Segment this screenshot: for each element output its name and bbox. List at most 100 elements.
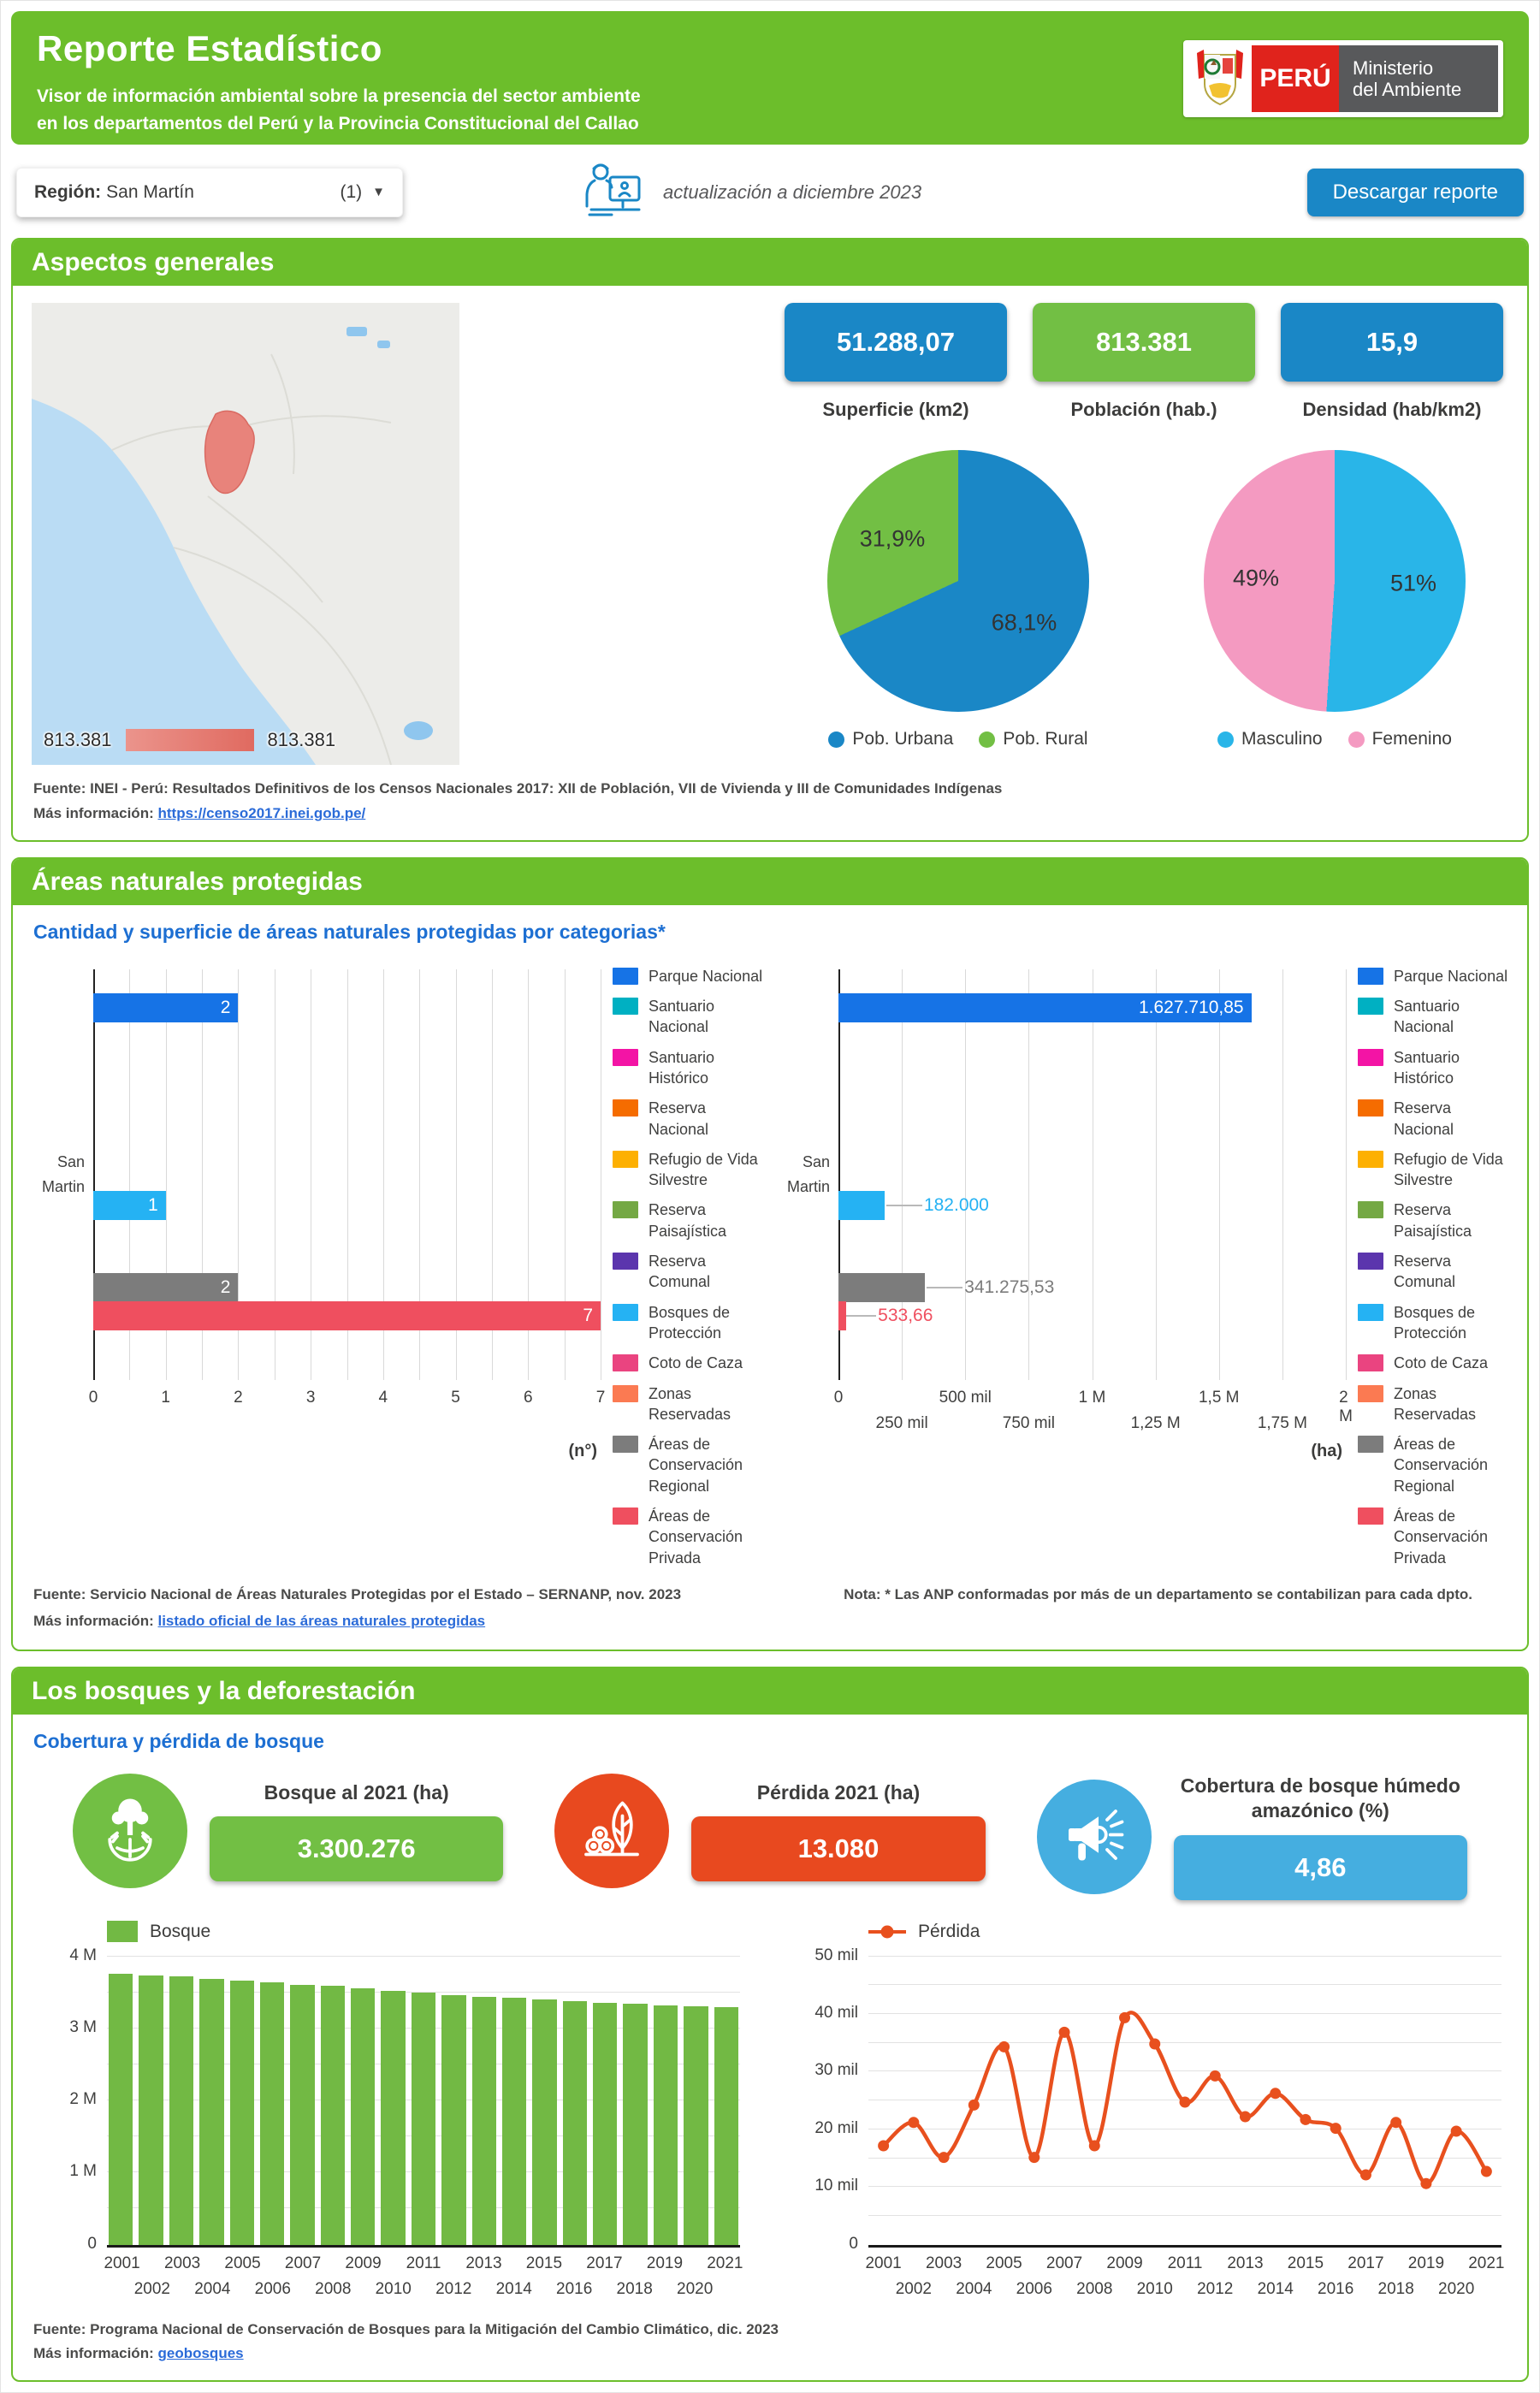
forest-card-title: Bosque al 2021 (ha) bbox=[264, 1780, 449, 1804]
legend-label: Santuario Histórico bbox=[649, 1048, 715, 1087]
peru-map[interactable]: 813.381 813.381 bbox=[32, 303, 459, 766]
legend-label: Reserva Comunal bbox=[1394, 1253, 1456, 1291]
legend-swatch bbox=[613, 1507, 638, 1525]
legend-item: Santuario Nacional bbox=[1358, 996, 1515, 1038]
legend-swatch bbox=[1358, 1384, 1383, 1402]
legend-item: Santuario Histórico bbox=[1358, 1047, 1515, 1089]
gridline bbox=[528, 968, 530, 1380]
x-axis: 0 250 mil 500 mil 750 mil 1 M 1,25 M 1,5 M 1,75… bbox=[834, 1389, 1353, 1442]
tick-label: 2007 bbox=[1045, 2254, 1083, 2272]
tick-label: 2015 bbox=[1287, 2254, 1324, 2272]
gridline bbox=[129, 968, 131, 1380]
legend-label: Pob. Urbana bbox=[852, 729, 954, 749]
aspectos-source: Fuente: INEI - Perú: Resultados Definiti… bbox=[13, 768, 1527, 840]
chart-legend: Parque Nacional Santuario Nacional Santuar… bbox=[601, 963, 770, 1568]
legend-swatch bbox=[1358, 1201, 1383, 1219]
tree-globe-icon bbox=[73, 1774, 187, 1889]
geobosques-link[interactable]: geobosques bbox=[157, 2345, 244, 2362]
section-aspectos-generales: Aspectos generales 813.381 bbox=[11, 238, 1529, 842]
tick-label: 2021 bbox=[707, 2254, 743, 2272]
update-note-text: actualización a diciembre 2023 bbox=[663, 181, 922, 203]
update-note: actualización a diciembre 2023 bbox=[583, 162, 921, 222]
legend-item: Reserva Comunal bbox=[1358, 1251, 1515, 1293]
census-link[interactable]: https://censo2017.inei.gob.pe/ bbox=[157, 804, 366, 821]
tick-label: 1,75 M bbox=[1257, 1413, 1307, 1432]
legend-swatch bbox=[1358, 1436, 1383, 1454]
forest-stat-card: Bosque al 2021 (ha) 3.300.276 bbox=[73, 1774, 504, 1889]
y-axis-label: San Martin bbox=[786, 1152, 830, 1195]
x-axis: 2001 2002 2003 2004 2005 2006 2007 2008 2009 2010… bbox=[104, 2254, 743, 2309]
legend-swatch bbox=[1358, 1048, 1383, 1066]
gridline bbox=[1282, 968, 1283, 1380]
source-line: Fuente: INEI - Perú: Resultados Definiti… bbox=[33, 780, 1003, 797]
tick-label: 2004 bbox=[956, 2279, 992, 2298]
tick-label: 6 bbox=[523, 1388, 533, 1407]
bar-value-label: 182.000 bbox=[886, 1195, 989, 1216]
tick-label: 2019 bbox=[646, 2254, 684, 2272]
legend-label: Áreas de Conservación Regional bbox=[649, 1436, 743, 1495]
tick-label: 2011 bbox=[1167, 2254, 1203, 2272]
legend-item: Santuario Nacional bbox=[613, 996, 770, 1038]
tick-label: 2 bbox=[234, 1388, 243, 1407]
stat-value-box: 15,9 bbox=[1281, 303, 1503, 382]
legend-item: Reserva Nacional bbox=[613, 1098, 770, 1140]
region-count-badge: (1) bbox=[340, 181, 363, 202]
plot-area: 1.627.710,85 182.000 341.275,53 533,66 bbox=[838, 968, 1347, 1380]
leader-line bbox=[927, 1286, 963, 1288]
tick-label: 0 bbox=[833, 1388, 844, 1407]
bar bbox=[838, 1190, 885, 1220]
page-subtitle: Visor de información ambiental sobre la … bbox=[37, 86, 641, 133]
bar bbox=[562, 2000, 587, 2245]
tick-label: 2016 bbox=[1318, 2279, 1354, 2298]
chevron-down-icon: ▼ bbox=[372, 185, 385, 199]
legend-item: Masculino bbox=[1217, 729, 1323, 749]
legend-swatch bbox=[1358, 967, 1383, 985]
gridline bbox=[382, 968, 384, 1380]
bar: 2 bbox=[93, 993, 239, 1023]
legend-swatch bbox=[613, 1436, 638, 1454]
gridline bbox=[564, 968, 566, 1380]
megaphone-icon bbox=[1036, 1779, 1152, 1894]
bosques-source: Fuente: Programa Nacional de Conservació… bbox=[33, 2320, 779, 2362]
legend-swatch bbox=[1358, 998, 1383, 1016]
legend-swatch bbox=[613, 1048, 638, 1066]
map-legend-max: 813.381 bbox=[267, 729, 336, 750]
section-bosques: Los bosques y la deforestación Cobertura… bbox=[11, 1667, 1529, 2383]
stat-value-box: 813.381 bbox=[1033, 303, 1255, 382]
legend-item: Femenino bbox=[1348, 729, 1452, 749]
legend-label: Bosque bbox=[150, 1921, 211, 1941]
bar-value-label: 7 bbox=[583, 1306, 593, 1326]
bar bbox=[684, 2005, 708, 2245]
x-axis: 2001 2002 2003 2004 2005 2006 2007 2008 2009 2010… bbox=[865, 2254, 1504, 2309]
chart-legend: Bosque bbox=[107, 1921, 740, 1943]
x-axis-unit-label: (n°) bbox=[568, 1441, 597, 1460]
tick-label: 2015 bbox=[525, 2254, 563, 2272]
tick-label: 4 bbox=[378, 1388, 388, 1407]
tick-label: 2017 bbox=[586, 2254, 623, 2272]
region-select-label: Región: bbox=[34, 181, 102, 202]
bar bbox=[593, 2002, 618, 2245]
tick-label: 0 bbox=[87, 2234, 97, 2253]
legend-item: Santuario Histórico bbox=[613, 1047, 770, 1089]
plot-area: 2 1 2 7 bbox=[93, 968, 601, 1380]
download-report-button[interactable]: Descargar reporte bbox=[1306, 168, 1524, 216]
tick-label: 3 bbox=[305, 1388, 316, 1407]
region-select[interactable]: Región: San Martín (1) ▼ bbox=[16, 167, 403, 217]
legend-swatch bbox=[868, 1929, 906, 1934]
anp-list-link[interactable]: listado oficial de las áreas naturales p… bbox=[157, 1612, 486, 1629]
bar-chart: 2 1 2 7 0 1 2 3 4 5 6 7 (n°) bbox=[89, 963, 605, 1568]
bar-chart: 1.627.710,85 182.000 341.275,53 533,66 0 250 … bbox=[834, 963, 1353, 1568]
bar bbox=[259, 1981, 285, 2245]
gridline bbox=[965, 968, 967, 1380]
gridline bbox=[868, 2157, 1502, 2159]
bar-value-label: 1 bbox=[148, 1194, 158, 1215]
legend-item: Zonas Reservadas bbox=[1358, 1383, 1515, 1425]
bar: 1.627.710,85 bbox=[838, 993, 1252, 1023]
legend-swatch bbox=[613, 1150, 638, 1168]
section-title-bosques: Los bosques y la deforestación bbox=[13, 1668, 1527, 1715]
tick-label: 2011 bbox=[406, 2254, 441, 2272]
tick-label: 2003 bbox=[163, 2254, 201, 2272]
legend-label: Parque Nacional bbox=[649, 967, 763, 985]
stat-label: Superficie (km2) bbox=[822, 399, 969, 420]
